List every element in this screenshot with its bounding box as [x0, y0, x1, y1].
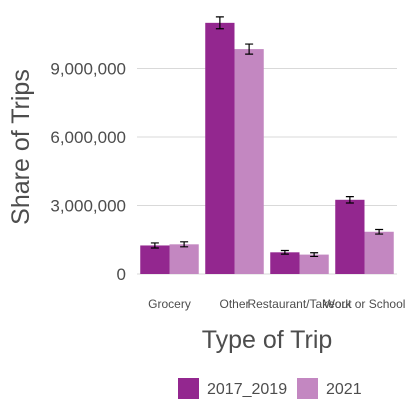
y-tick-label: 0: [117, 265, 126, 284]
x-axis-title: Type of Trip: [202, 326, 333, 354]
error-bars: [150, 16, 384, 258]
bar: [270, 252, 300, 274]
bar: [335, 199, 365, 274]
bar: [299, 254, 329, 274]
legend: 2017_2019 2021: [178, 378, 362, 399]
error-bar: [215, 16, 224, 30]
error-bar: [280, 249, 289, 255]
x-tick-label: Grocery: [148, 297, 191, 311]
error-bar: [245, 43, 254, 55]
bar: [169, 244, 199, 274]
error-bar: [345, 195, 354, 204]
bar: [140, 245, 170, 274]
legend-label: 2017_2019: [207, 381, 287, 398]
y-axis-title: Share of Trips: [7, 69, 35, 225]
y-tick-label: 9,000,000: [50, 60, 126, 79]
bar: [205, 22, 235, 274]
error-bar: [310, 252, 319, 258]
bar: [234, 49, 264, 275]
error-bar: [150, 242, 159, 249]
y-tick-labels: 0 3,000,000 6,000,000 9,000,000: [50, 60, 126, 284]
legend-label: 2021: [326, 381, 362, 398]
legend-swatch: [178, 378, 199, 399]
x-tick-label: Other: [219, 297, 249, 311]
bar: [364, 231, 394, 274]
bars: [140, 22, 394, 275]
x-tick-label: Restaurant/Takeout: [247, 297, 352, 311]
error-bar: [375, 228, 384, 235]
error-bar: [180, 241, 189, 248]
y-tick-label: 3,000,000: [50, 197, 126, 216]
legend-swatch: [297, 378, 318, 399]
y-tick-label: 6,000,000: [50, 128, 126, 147]
x-tick-label: Work or School: [324, 297, 406, 311]
